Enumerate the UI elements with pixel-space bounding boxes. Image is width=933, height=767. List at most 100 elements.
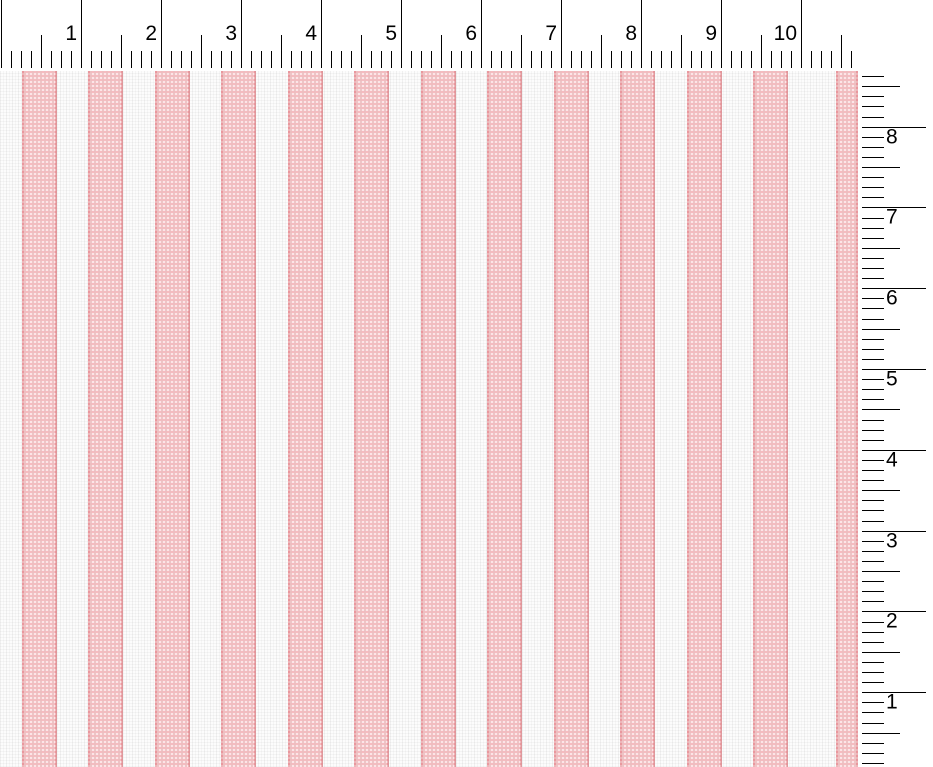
vertical-ruler: 1 2 3 4 5 6 7 8	[858, 0, 933, 767]
ruler-tick-major	[862, 611, 926, 612]
ruler-tick-minor	[862, 500, 884, 501]
ruler-tick-minor	[862, 137, 884, 138]
ruler-tick-minor	[862, 601, 884, 602]
ruler-tick-half	[121, 35, 122, 68]
fabric-stripe-edge	[121, 71, 123, 767]
ruler-tick-minor	[591, 51, 592, 68]
ruler-label-horizontal: 10	[773, 22, 797, 45]
ruler-tick-minor	[862, 551, 884, 552]
ruler-tick-minor	[862, 642, 884, 643]
ruler-tick-major	[1, 0, 2, 68]
ruler-tick-minor	[701, 51, 702, 68]
ruler-tick-minor	[862, 440, 884, 441]
ruler-tick-minor	[211, 51, 212, 68]
ruler-tick-minor	[862, 460, 884, 461]
ruler-tick-minor	[181, 51, 182, 68]
ruler-label-vertical: 3	[886, 529, 898, 553]
ruler-tick-minor	[541, 51, 542, 68]
ruler-tick-minor	[862, 712, 884, 713]
fabric-stripe-edge	[620, 71, 622, 767]
ruler-tick-minor	[862, 591, 884, 592]
ruler-tick-minor	[862, 430, 884, 431]
ruler-tick-minor	[661, 51, 662, 68]
ruler-tick-minor	[862, 581, 884, 582]
ruler-label-vertical: 5	[886, 367, 898, 391]
ruler-tick-major	[401, 0, 402, 68]
fabric-stripe	[487, 71, 522, 767]
ruler-tick-minor	[11, 51, 12, 68]
ruler-tick-minor	[421, 51, 422, 68]
fabric-stripe	[221, 71, 256, 767]
ruler-tick-minor	[251, 51, 252, 68]
ruler-tick-half	[521, 35, 522, 68]
ruler-tick-major	[862, 531, 926, 532]
ruler-tick-minor	[862, 117, 884, 118]
fabric-stripe	[687, 71, 722, 767]
ruler-tick-half	[681, 35, 682, 68]
fabric-stripe	[753, 71, 788, 767]
ruler-tick-minor	[271, 51, 272, 68]
ruler-tick-minor	[571, 51, 572, 68]
ruler-tick-major	[81, 0, 82, 68]
fabric-stripe-edge	[554, 71, 556, 767]
ruler-tick-minor	[862, 187, 884, 188]
fabric-stripe-edge	[288, 71, 290, 767]
ruler-tick-minor	[71, 51, 72, 68]
horizontal-ruler: 1 2 3 4 5 6 7 8 9 10	[0, 0, 933, 71]
ruler-tick-minor	[371, 51, 372, 68]
fabric-stripe-edge	[55, 71, 57, 767]
ruler-label-horizontal: 1	[65, 22, 77, 45]
fabric-stripe-edge	[221, 71, 223, 767]
ruler-tick-minor	[862, 76, 884, 77]
ruler-tick-half	[862, 329, 900, 330]
fabric-stripe-edge	[354, 71, 356, 767]
ruler-tick-minor	[61, 51, 62, 68]
ruler-tick-minor	[511, 51, 512, 68]
ruler-tick-major	[862, 369, 926, 370]
fabric-stripe-edge	[88, 71, 90, 767]
ruler-tick-minor	[862, 480, 884, 481]
ruler-tick-major	[862, 127, 926, 128]
ruler-tick-minor	[821, 51, 822, 68]
ruler-label-vertical: 1	[886, 690, 898, 714]
ruler-tick-minor	[741, 51, 742, 68]
ruler-tick-minor	[831, 51, 832, 68]
ruler-tick-minor	[291, 51, 292, 68]
ruler-tick-minor	[91, 51, 92, 68]
fabric-stripe-edge	[753, 71, 755, 767]
ruler-tick-minor	[862, 339, 884, 340]
ruler-tick-minor	[301, 51, 302, 68]
ruler-tick-minor	[691, 51, 692, 68]
ruler-tick-major	[862, 692, 926, 693]
ruler-tick-half	[761, 35, 762, 68]
ruler-tick-minor	[531, 51, 532, 68]
ruler-tick-minor	[862, 268, 884, 269]
ruler-tick-minor	[491, 51, 492, 68]
ruler-tick-major	[241, 0, 242, 68]
ruler-tick-minor	[862, 258, 884, 259]
ruler-tick-minor	[862, 349, 884, 350]
ruler-tick-major	[862, 288, 926, 289]
fabric-stripe-edge	[188, 71, 190, 767]
ruler-tick-minor	[862, 298, 884, 299]
ruler-tick-minor	[171, 51, 172, 68]
ruler-tick-minor	[862, 157, 884, 158]
ruler-tick-minor	[862, 672, 884, 673]
ruler-tick-minor	[461, 51, 462, 68]
ruler-tick-minor	[101, 51, 102, 68]
ruler-tick-minor	[711, 51, 712, 68]
ruler-tick-half	[201, 35, 202, 68]
ruler-label-horizontal: 7	[545, 22, 557, 45]
ruler-tick-minor	[431, 51, 432, 68]
fabric-stripe-edge	[836, 71, 838, 767]
ruler-tick-minor	[862, 197, 884, 198]
ruler-tick-minor	[851, 51, 852, 68]
ruler-label-horizontal: 4	[305, 22, 317, 45]
fabric-stripe	[836, 71, 858, 767]
ruler-tick-minor	[862, 470, 884, 471]
ruler-tick-half	[361, 35, 362, 68]
fabric-stripe-edge	[487, 71, 489, 767]
ruler-tick-half	[862, 409, 900, 410]
ruler-tick-minor	[862, 278, 884, 279]
ruler-tick-minor	[221, 51, 222, 68]
